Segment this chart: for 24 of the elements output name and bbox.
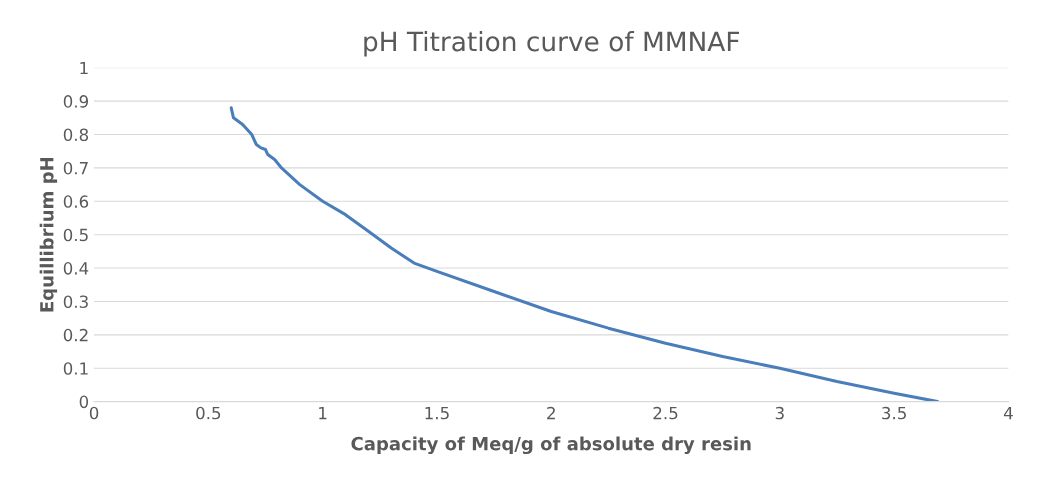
x-tick-label: 0.5	[196, 406, 221, 420]
x-tick-label: 1.5	[425, 406, 449, 420]
x-tick-label: 2	[547, 406, 555, 420]
x-tick-label: 4	[1003, 406, 1013, 420]
line-series	[229, 106, 940, 402]
y-tick-label: 0.1	[63, 362, 88, 375]
x-axis-title: Capacity of Meq/g of absolute dry resin	[351, 436, 751, 455]
y-tick-label: 0.7	[63, 161, 88, 175]
y-tick-label: 0	[79, 395, 89, 409]
y-tick-label: 0.9	[63, 95, 89, 108]
y-tick-label: 0.4	[63, 262, 89, 275]
x-tick-label: 0	[89, 406, 99, 420]
y-tick-label: 1	[80, 61, 88, 75]
y-tick-label: 0.5	[63, 228, 88, 242]
x-tick-label: 1	[319, 406, 327, 420]
y-tick-label: 0.2	[63, 328, 88, 342]
y-axis-title: Equillibrium pH	[39, 157, 58, 312]
x-tick-label: 2.5	[653, 406, 678, 420]
x-tick-label: 3	[775, 406, 784, 420]
chart-title: pH Titration curve of MMNAF	[364, 31, 739, 57]
y-tick-label: 0.6	[63, 195, 89, 208]
x-tick-label: 3.5	[882, 406, 906, 420]
y-tick-label: 0.8	[63, 128, 89, 142]
y-tick-label: 0.3	[63, 295, 88, 309]
